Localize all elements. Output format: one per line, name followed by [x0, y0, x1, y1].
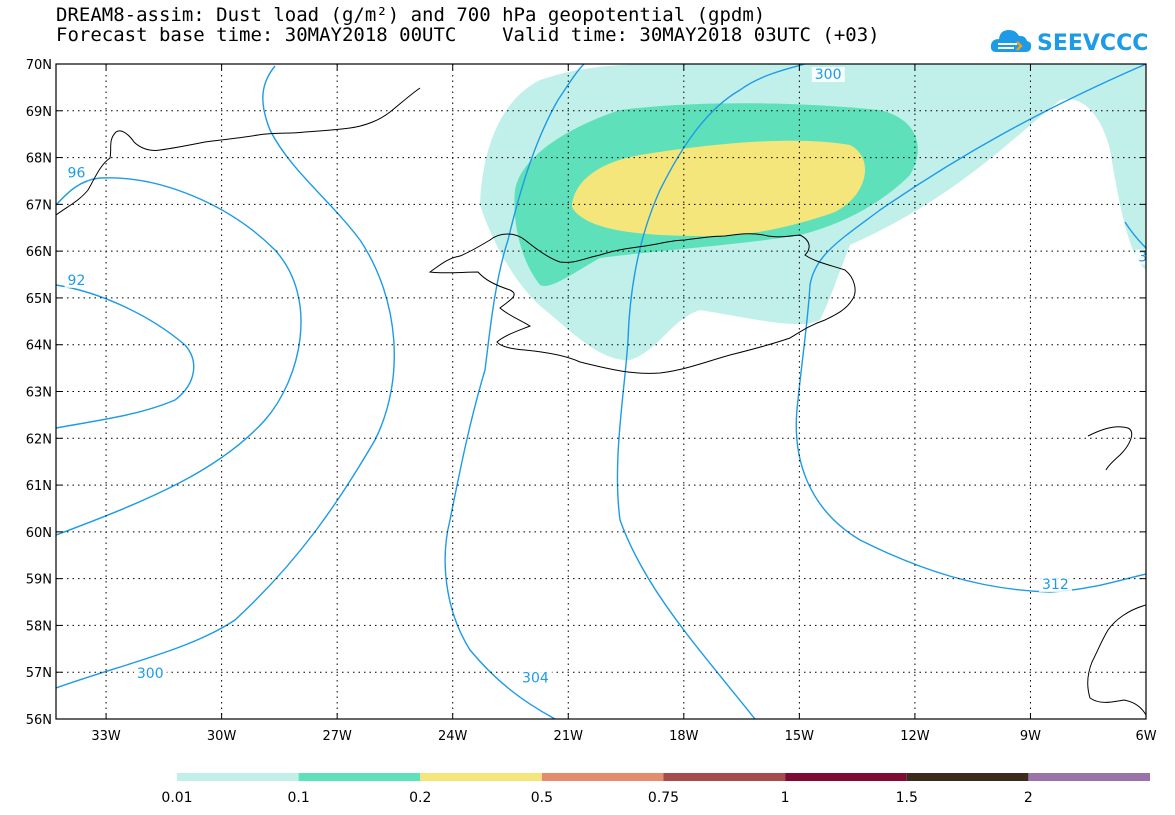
lon-tick-label: 15W [785, 729, 815, 744]
contour-label: 300 [137, 666, 164, 682]
contour-316 [1124, 221, 1146, 249]
contour-304 [444, 64, 585, 719]
lat-tick-label: 63N [26, 386, 52, 401]
lon-tick-label: 9W [1020, 729, 1041, 744]
map-title-line2: Forecast base time: 30MAY2018 00UTC Vali… [56, 24, 880, 46]
dust-load-legend: 0.01 0.1 0.2 0.5 0.75 1 1.5 2 [161, 773, 1150, 806]
dust-area-0.2 [572, 140, 866, 237]
seevccc-logo: SEEVCCC [990, 30, 1148, 56]
contour-308 [616, 64, 806, 719]
contour-292 [56, 284, 195, 429]
graticule [56, 64, 1146, 719]
lat-tick-label: 56N [26, 713, 52, 728]
legend-swatch [177, 773, 299, 781]
lat-tick-label: 67N [26, 198, 52, 213]
legend-label: 0.5 [531, 790, 553, 806]
contour-312 [795, 64, 1146, 593]
legend-label: 1 [781, 790, 790, 806]
lat-tick-label: 68N [26, 152, 52, 167]
legend-label: 1.5 [896, 790, 918, 806]
lat-tick-label: 61N [26, 479, 52, 494]
lat-tick-label: 64N [26, 339, 52, 354]
lat-tick-label: 65N [26, 292, 52, 307]
coast-greenland [56, 87, 421, 216]
lat-tick-label: 57N [26, 666, 52, 681]
legend-swatch [906, 773, 1029, 781]
coast-iceland [428, 233, 856, 374]
contour-label-bg [64, 165, 89, 181]
contour-label: 304 [522, 671, 549, 687]
contour-296 [56, 177, 302, 536]
lat-tick-label: 62N [26, 432, 52, 447]
logo-text: SEEVCCC [1037, 31, 1148, 56]
lon-tick-label: 24W [438, 729, 468, 744]
map-title-line1: DREAM8-assim: Dust load (g/m²) and 700 h… [56, 4, 766, 26]
lat-tick-label: 70N [26, 58, 52, 73]
contour-label-bg [519, 670, 553, 686]
contour-label: 316 [1138, 250, 1165, 266]
contour-label: 96 [68, 165, 86, 181]
lat-tick-label: 58N [26, 619, 52, 634]
lat-tick-label: 69N [26, 105, 52, 120]
lat-tick-label: 60N [26, 526, 52, 541]
lon-tick-label: 30W [207, 729, 237, 744]
legend-swatch [785, 773, 907, 781]
legend-swatch [420, 773, 542, 781]
lat-tick-label: 66N [26, 245, 52, 260]
contour-label: 300 [815, 67, 842, 83]
contour-label-bg [811, 67, 845, 83]
legend-swatch [663, 773, 786, 781]
contour-label-bg [64, 272, 89, 288]
legend-label: 0.1 [287, 790, 309, 806]
lon-tick-label: 12W [900, 729, 930, 744]
lon-tick-label: 27W [322, 729, 352, 744]
lon-tick-label: 18W [669, 729, 699, 744]
coastlines [56, 87, 1146, 716]
axis-ticks: 33W 30W 27W 24W 21W 18W 15W 12W 9W 6W 70N 69N 68N 67N… [26, 58, 1157, 744]
legend-label: 2 [1024, 790, 1033, 806]
legend-swatch [541, 773, 664, 781]
lon-tick-label: 21W [554, 729, 584, 744]
lon-tick-label: 33W [91, 729, 121, 744]
contour-label-bg [133, 665, 167, 681]
lat-tick-label: 59N [26, 573, 52, 588]
legend-swatch [1028, 773, 1150, 781]
legend-swatch [298, 773, 421, 781]
legend-label: 0.2 [409, 790, 431, 806]
legend-label: 0.75 [648, 790, 679, 806]
contour-label: 312 [1042, 577, 1069, 593]
cloud-icon [990, 30, 1032, 52]
contour-label: 92 [68, 273, 86, 289]
coast-scotland [1087, 604, 1146, 716]
legend-label: 0.01 [161, 790, 192, 806]
contour-300-west [56, 65, 395, 689]
lon-tick-label: 6W [1135, 729, 1156, 744]
coast-faroe [1087, 426, 1133, 471]
geopotential-contours [56, 64, 1146, 719]
contour-label-bg [1135, 249, 1146, 265]
contour-label-bg [1039, 577, 1073, 592]
contour-labels: 96 92 300 304 300 312 316 [64, 67, 1165, 687]
